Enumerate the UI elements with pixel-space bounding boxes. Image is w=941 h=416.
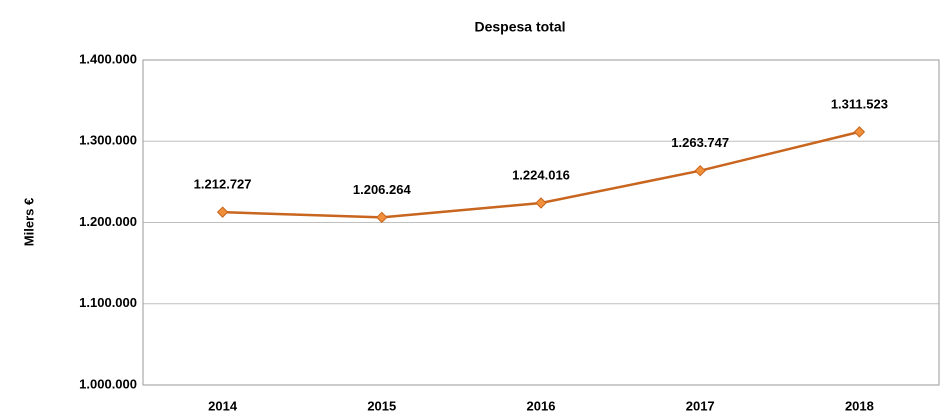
x-tick-label: 2016: [527, 398, 556, 413]
marker: [216, 206, 229, 218]
y-tick-label: 1.200.000: [79, 214, 137, 229]
x-tick-label: 2018: [845, 398, 874, 413]
x-tick-label: 2015: [367, 398, 396, 413]
marker: [535, 197, 547, 209]
chart-title: Despesa total: [474, 19, 565, 35]
y-tick-label: 1.300.000: [79, 133, 137, 148]
data-label: 1.206.264: [353, 182, 412, 197]
data-label: 1.263.747: [671, 135, 729, 150]
x-tick-label: 2017: [686, 398, 715, 413]
y-tick-label: 1.000.000: [79, 376, 137, 391]
y-axis-label: Milers €: [21, 198, 36, 246]
marker: [694, 164, 706, 177]
data-label: 1.224.016: [512, 167, 570, 182]
data-label: 1.311.523: [831, 96, 888, 111]
y-tick-label: 1.100.000: [79, 295, 137, 310]
data-label: 1.212.727: [194, 177, 252, 192]
marker: [376, 211, 388, 224]
x-tick-label: 2014: [208, 398, 238, 413]
y-tick-label: 1.400.000: [79, 51, 137, 66]
marker: [853, 126, 866, 138]
plot-border: [142, 59, 940, 386]
